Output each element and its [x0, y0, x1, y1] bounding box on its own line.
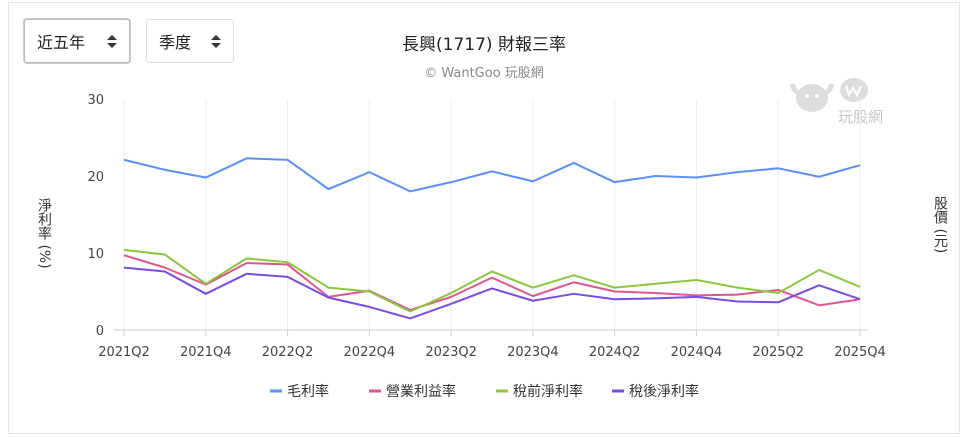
watermark-text: 玩股網 — [838, 108, 884, 126]
x-tick-label: 2025Q4 — [834, 345, 886, 360]
right-axis-label: 股價 (元) — [932, 196, 948, 254]
x-tick-label: 2025Q2 — [752, 345, 804, 360]
y-tick-label: 20 — [87, 170, 104, 185]
legend-item: 稅後淨利率 — [629, 383, 699, 400]
period-select-value: 季度 — [159, 33, 192, 52]
wantgoo-logo: 玩股網 — [782, 74, 894, 128]
legend-item: 營業利益率 — [386, 383, 456, 400]
x-tick-label: 2021Q2 — [98, 345, 150, 360]
x-tick-label: 2023Q2 — [425, 345, 477, 360]
x-tick-label: 2023Q4 — [507, 345, 559, 360]
y-tick-label: 30 — [87, 93, 104, 108]
chart-subtitle: © WantGoo 玩股網 — [424, 66, 544, 81]
arrow-up-icon — [107, 34, 117, 40]
sort-arrows-icon — [211, 34, 221, 48]
arrow-up-icon — [211, 34, 221, 40]
series-line-4 — [123, 266, 861, 320]
y-tick-label: 0 — [96, 324, 104, 339]
range-select[interactable]: 近五年 — [24, 19, 130, 63]
legend-item: 毛利率 — [287, 383, 329, 400]
x-tick-label: 2021Q4 — [180, 345, 232, 360]
left-axis-label: 淨利率 (%) — [36, 198, 52, 269]
arrow-down-icon — [107, 42, 117, 48]
range-select-value: 近五年 — [37, 33, 86, 52]
series-line-1 — [123, 157, 861, 193]
period-select[interactable]: 季度 — [146, 19, 234, 63]
y-tick-label: 10 — [87, 247, 104, 262]
sort-arrows-icon — [107, 34, 117, 48]
x-tick-label: 2024Q2 — [589, 345, 641, 360]
arrow-down-icon — [211, 42, 221, 48]
x-tick-label: 2022Q2 — [262, 345, 314, 360]
series-line-2 — [123, 254, 861, 311]
legend-item: 稅前淨利率 — [513, 383, 583, 400]
x-tick-label: 2022Q4 — [344, 345, 396, 360]
bull-logo-icon — [789, 78, 868, 112]
chart-title: 長興(1717) 財報三率 — [402, 35, 566, 55]
x-tick-label: 2024Q4 — [671, 345, 723, 360]
chart-frame — [8, 2, 960, 434]
series-line-3 — [123, 248, 861, 313]
